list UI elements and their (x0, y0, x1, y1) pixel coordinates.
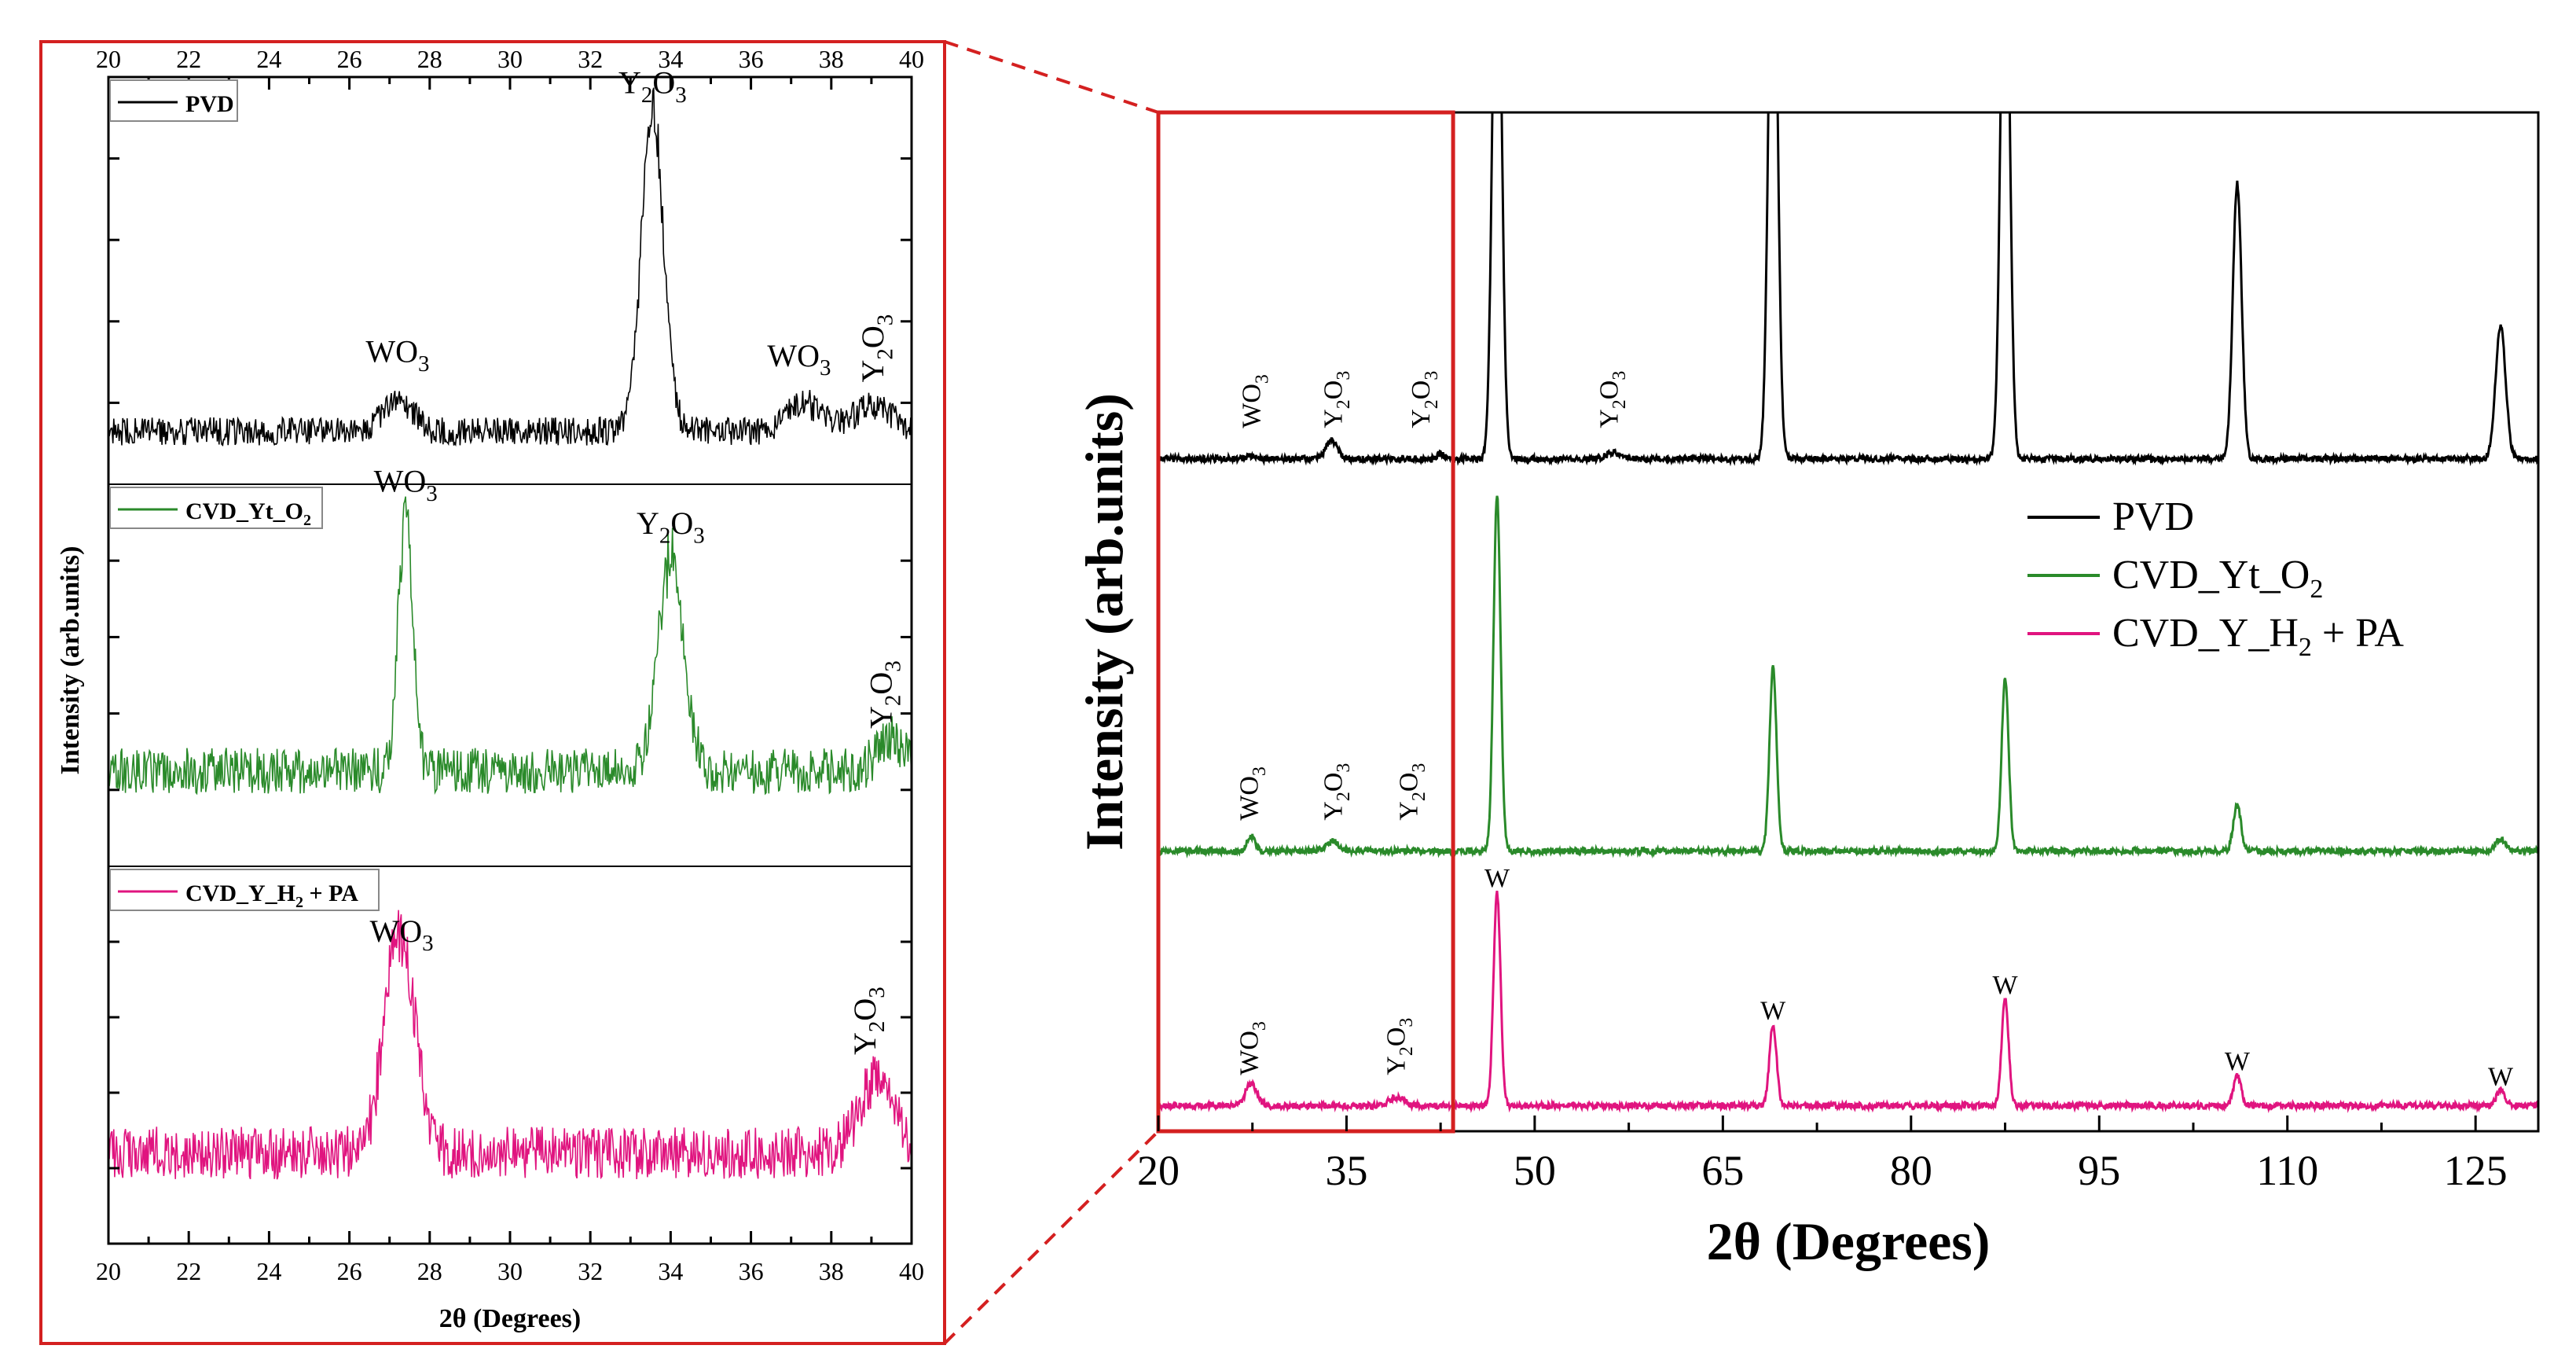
main-x-tick-label: 95 (2078, 1147, 2120, 1194)
main-legend-label: CVD_Y_H2 + PA (2112, 611, 2404, 662)
inset-legend-box (109, 487, 323, 529)
inset-legend-label: CVD_Yt_O2 (185, 498, 311, 529)
inset-x-tick-label: 22 (176, 1257, 201, 1285)
inset-legend-label: CVD_Y_H2 + PA (185, 880, 358, 911)
main-legend: PVD CVD_Yt_O2 CVD_Y_H2 + PA (2027, 494, 2404, 662)
inset-x-tick-label: 20 (96, 1257, 121, 1285)
main-peak-label: Y2O3 (1319, 371, 1354, 428)
inset-x-tick-label: 28 (417, 1257, 442, 1285)
main-peak-label: Y2O3 (1382, 1018, 1417, 1075)
inset-x-tick-label-top: 36 (739, 45, 764, 73)
inset-x-axis-label: 2θ (Degrees) (439, 1304, 581, 1333)
inset-series-line (108, 496, 912, 796)
inset-x-tick-label-top: 24 (256, 45, 281, 73)
main-series-line (1158, 890, 2538, 1114)
inset-x-tick-label-top: 20 (96, 45, 121, 73)
main-peak-label: Y2O3 (1407, 371, 1442, 428)
inset-x-tick-label-top: 34 (658, 45, 683, 73)
inset-x-tick-label-top: 26 (337, 45, 362, 73)
main-x-tick-label: 80 (1890, 1147, 1932, 1194)
inset-peak-label: WO3 (369, 913, 433, 956)
inset-legend-box (109, 79, 238, 122)
main-x-tick-label: 35 (1325, 1147, 1367, 1194)
main-x-tick-label: 110 (2256, 1147, 2318, 1194)
inset-x-tick-label-top: 22 (176, 45, 201, 73)
inset-plot-area (107, 75, 913, 1245)
inset-peak-label: WO3 (374, 464, 438, 506)
main-series-line (1158, 495, 2538, 859)
inset-x-tick-label-top: 28 (417, 45, 442, 73)
main-x-tick-label: 20 (1137, 1147, 1180, 1194)
main-x-tick-label: 65 (1701, 1147, 1744, 1194)
inset-peak-label: WO3 (365, 334, 429, 377)
inset-peak-label: Y2O3 (863, 660, 905, 729)
main-legend-label: PVD (2112, 494, 2194, 539)
main-peak-label: WO3 (1235, 766, 1271, 821)
main-legend-label: CVD_Yt_O2 (2112, 553, 2323, 604)
zoom-connector-line (943, 1130, 1160, 1345)
inset-x-tick-label: 40 (899, 1257, 924, 1285)
inset-x-tick-label: 30 (497, 1257, 523, 1285)
inset-series-line (108, 910, 912, 1180)
inset-x-tick-label-top: 32 (578, 45, 603, 73)
inset-x-tick-label-top: 40 (899, 45, 924, 73)
main-peak-label: W (1992, 971, 2018, 1000)
main-peak-label: Y2O3 (1319, 763, 1354, 821)
main-series-line (1158, 112, 2538, 467)
inset-legend: PVD (109, 79, 238, 122)
main-peak-label: Y2O3 (1394, 763, 1429, 821)
inset-x-tick-label: 38 (819, 1257, 844, 1285)
inset-series-line (108, 87, 912, 447)
inset-peak-label: Y2O3 (618, 65, 687, 108)
inset-frame (39, 40, 946, 1345)
inset-chart: 20 20 22 22 24 24 26 26 28 28 30 30 32 32 34 34 36 36 38 38… (39, 40, 946, 1345)
inset-x-tick-label: 24 (256, 1257, 281, 1285)
inset-peak-label: Y2O3 (855, 314, 897, 383)
main-chart: 20 35 50 65 80 95 110 125 WO3 Y2O3 Y2O3 Y2O3 WO3 Y2O… (1074, 110, 2540, 1271)
inset-peak-label: Y2O3 (637, 505, 705, 548)
main-peak-label: W (2225, 1047, 2251, 1076)
main-x-tick-label: 50 (1514, 1147, 1556, 1194)
inset-peak-label: Y2O3 (847, 987, 890, 1055)
inset-x-tick-label: 34 (658, 1257, 683, 1285)
main-peak-label: WO3 (1238, 374, 1273, 428)
inset-legend-box (109, 869, 380, 911)
inset-x-tick-label-top: 30 (497, 45, 523, 73)
inset-x-tick-label: 36 (739, 1257, 764, 1285)
inset-y-axis-label: Intensity (arb.units) (56, 546, 85, 775)
main-x-tick-label: 125 (2444, 1147, 2508, 1194)
inset-legend-label: PVD (185, 91, 234, 117)
main-peak-label: Y2O3 (1595, 371, 1631, 428)
inset-legend: CVD_Y_H2 + PA (109, 869, 380, 911)
main-peak-label: W (2488, 1063, 2514, 1092)
inset-peak-label: WO3 (767, 338, 831, 380)
main-peak-label: WO3 (1235, 1021, 1271, 1075)
inset-x-tick-label: 32 (578, 1257, 603, 1285)
main-x-axis-label: 2θ (Degrees) (1707, 1211, 1991, 1271)
zoom-connector-line (944, 40, 1159, 114)
inset-legend: CVD_Yt_O2 (109, 487, 323, 529)
main-peak-label: W (1484, 864, 1510, 893)
inset-x-tick-label-top: 38 (819, 45, 844, 73)
main-y-axis-label: Intensity (arb.units) (1074, 393, 1134, 851)
zoom-region-box (1156, 110, 1455, 1134)
inset-x-tick-label: 26 (337, 1257, 362, 1285)
main-peak-label: W (1760, 996, 1786, 1025)
